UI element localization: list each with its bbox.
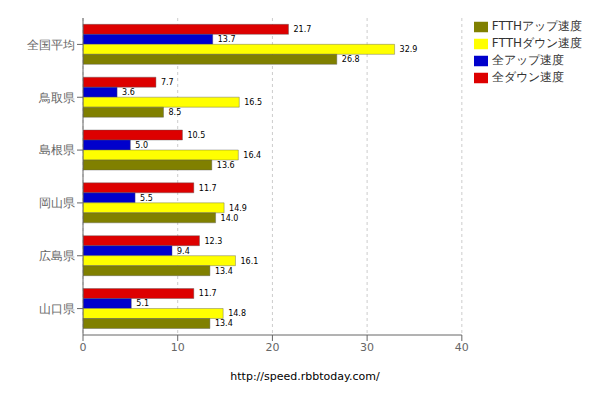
html-text:FTTHアップ速度: FTTHアップ速度	[491, 19, 582, 33]
html-text:http://speed.rbbtoday.com/: http://speed.rbbtoday.com/	[230, 370, 380, 383]
html-text:全ダウン速度: 全ダウン速度	[491, 70, 564, 84]
svg-text:3.6: 3.6	[122, 88, 135, 97]
svg-text:40: 40	[455, 341, 469, 354]
svg-text:26.8: 26.8	[342, 55, 360, 64]
svg-text:12.3: 12.3	[204, 237, 222, 246]
svg-text:8.5: 8.5	[169, 108, 182, 117]
svg-text:16.4: 16.4	[243, 151, 261, 160]
svg-text:11.7: 11.7	[199, 289, 217, 298]
svg-text:11.7: 11.7	[199, 184, 217, 193]
svg-text:岡山県: 岡山県	[39, 196, 75, 210]
html-text:全アップ速度: 全アップ速度	[491, 53, 564, 67]
svg-text:13.6: 13.6	[217, 161, 235, 170]
svg-text:5.0: 5.0	[135, 141, 148, 150]
svg-text:14.9: 14.9	[229, 204, 247, 213]
svg-text:9.4: 9.4	[177, 247, 190, 256]
svg-text:13.4: 13.4	[215, 319, 233, 328]
svg-text:10.5: 10.5	[187, 131, 205, 140]
svg-text:30: 30	[360, 341, 374, 354]
svg-text:20: 20	[265, 341, 279, 354]
svg-text:鳥取県: 鳥取県	[38, 91, 75, 105]
svg-text:山口県: 山口県	[39, 302, 75, 316]
svg-text:5.5: 5.5	[140, 194, 153, 203]
svg-text:32.9: 32.9	[400, 45, 418, 54]
html-text:FTTHダウン速度: FTTHダウン速度	[491, 36, 582, 50]
svg-text:7.7: 7.7	[161, 78, 174, 87]
svg-text:10: 10	[171, 341, 185, 354]
svg-text:広島県: 広島県	[39, 249, 75, 263]
svg-text:13.7: 13.7	[218, 35, 236, 44]
svg-text:14.0: 14.0	[221, 214, 239, 223]
svg-text:0: 0	[80, 341, 87, 354]
svg-text:14.8: 14.8	[228, 309, 246, 318]
svg-text:13.4: 13.4	[215, 267, 233, 276]
svg-text:5.1: 5.1	[136, 299, 149, 308]
svg-text:全国平均: 全国平均	[27, 38, 75, 52]
svg-text:21.7: 21.7	[294, 25, 312, 34]
svg-text:島根県: 島根県	[39, 143, 75, 157]
svg-text:16.5: 16.5	[244, 98, 262, 107]
svg-text:16.1: 16.1	[240, 257, 258, 266]
